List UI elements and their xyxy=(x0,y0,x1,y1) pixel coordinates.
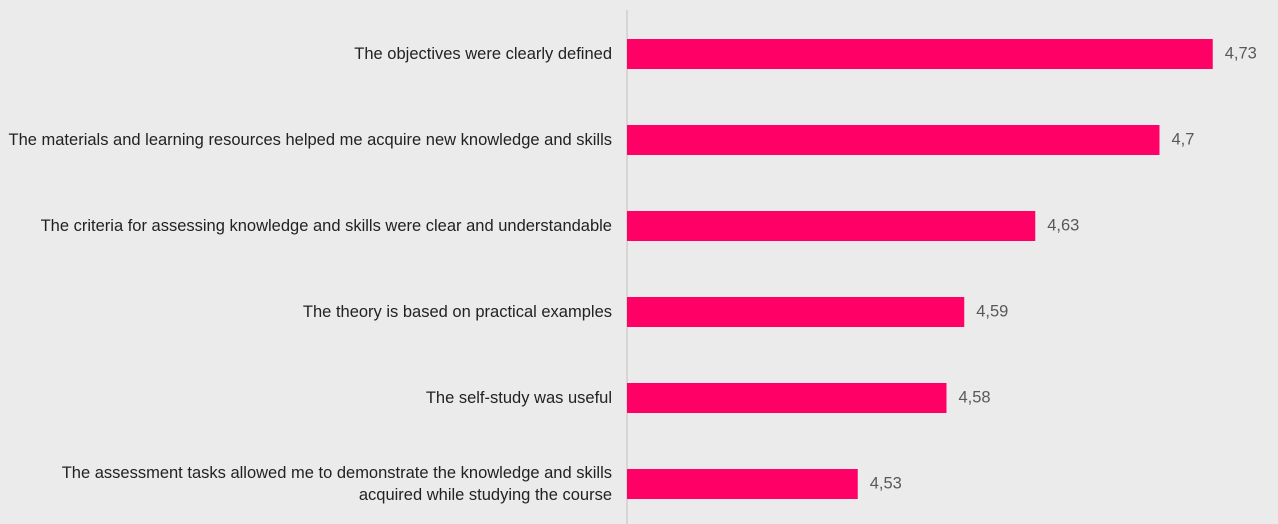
category-label: The self-study was useful xyxy=(425,389,612,407)
value-label: 4,59 xyxy=(976,302,1009,321)
bar xyxy=(627,297,965,327)
bar xyxy=(627,211,1036,241)
value-label: 4,73 xyxy=(1224,44,1257,63)
category-label: The theory is based on practical example… xyxy=(302,303,612,321)
category-label: The materials and learning resources hel… xyxy=(8,131,613,149)
category-label: The assessment tasks allowed me to demon… xyxy=(61,464,612,504)
value-label: 4,53 xyxy=(869,474,902,493)
bar xyxy=(627,383,947,413)
value-label: 4,58 xyxy=(958,388,991,407)
category-label: The criteria for assessing knowledge and… xyxy=(40,217,612,235)
value-label: 4,63 xyxy=(1047,216,1080,235)
category-label: The objectives were clearly defined xyxy=(354,45,612,63)
bar xyxy=(627,39,1213,69)
bar xyxy=(627,125,1160,155)
value-label: 4,7 xyxy=(1171,130,1195,149)
bar xyxy=(627,469,858,499)
